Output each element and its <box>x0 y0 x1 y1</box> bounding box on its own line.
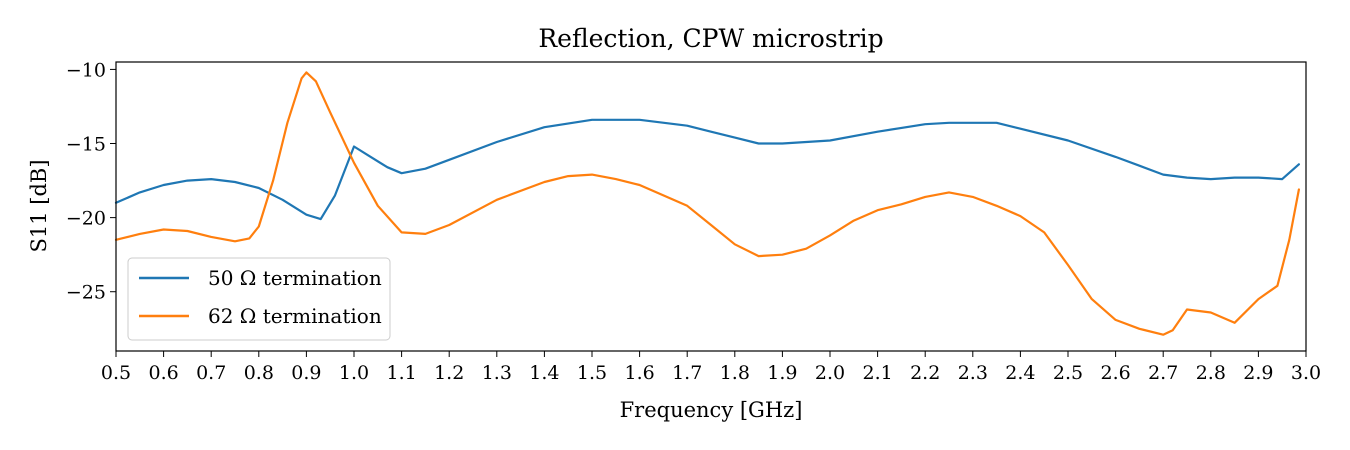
x-axis-label: Frequency [GHz] <box>620 398 803 422</box>
x-tick-label-25: 3.0 <box>1291 362 1321 384</box>
x-tick-label-21: 2.6 <box>1100 362 1130 384</box>
x-tick-label-19: 2.4 <box>1005 362 1035 384</box>
y-axis-label: S11 [dB] <box>27 159 51 252</box>
legend: 50 Ω termination 62 Ω termination <box>127 257 391 341</box>
x-tick-label-7: 1.2 <box>434 362 464 384</box>
x-tick-label-11: 1.6 <box>624 362 654 384</box>
x-tick-label-1: 0.6 <box>148 362 178 384</box>
y-tick-label-0: −10 <box>66 59 106 81</box>
x-tick-label-12: 1.7 <box>672 362 702 384</box>
legend-label-62-ohm: 62 Ω termination <box>208 304 382 328</box>
x-tick-label-15: 2.0 <box>815 362 845 384</box>
x-tick-label-2: 0.7 <box>196 362 226 384</box>
x-tick-label-4: 0.9 <box>291 362 321 384</box>
x-tick-label-23: 2.8 <box>1196 362 1226 384</box>
x-axis-ticks: 0.5 0.6 0.7 0.8 0.9 1.0 1.1 1.2 1.3 1.4 1.5 1.6 1.7 1… <box>101 351 1321 384</box>
y-tick-label-1: −15 <box>66 134 106 156</box>
x-tick-label-3: 0.8 <box>244 362 274 384</box>
x-tick-label-9: 1.4 <box>529 362 559 384</box>
legend-label-50-ohm: 50 Ω termination <box>208 266 382 290</box>
x-tick-label-16: 2.1 <box>862 362 892 384</box>
x-tick-label-0: 0.5 <box>101 362 131 384</box>
x-tick-label-10: 1.5 <box>577 362 607 384</box>
x-tick-label-6: 1.1 <box>386 362 416 384</box>
y-tick-label-3: −25 <box>66 282 106 304</box>
x-tick-label-22: 2.7 <box>1148 362 1178 384</box>
series-line-0 <box>114 118 1301 221</box>
legend-box <box>127 257 391 341</box>
x-tick-label-5: 1.0 <box>339 362 369 384</box>
y-tick-label-2: −20 <box>66 208 106 230</box>
x-tick-label-24: 2.9 <box>1243 362 1273 384</box>
x-tick-label-13: 1.8 <box>720 362 750 384</box>
x-tick-label-20: 2.5 <box>1053 362 1083 384</box>
y-axis-ticks: −10 −15 −20 −25 <box>66 59 116 304</box>
series-line-1 <box>114 71 1301 336</box>
x-tick-label-18: 2.3 <box>958 362 988 384</box>
plot-frame <box>115 61 1307 352</box>
x-tick-label-14: 1.9 <box>767 362 797 384</box>
x-tick-label-8: 1.3 <box>482 362 512 384</box>
chart-title: Reflection, CPW microstrip <box>538 24 883 53</box>
x-tick-label-17: 2.2 <box>910 362 940 384</box>
series-layer <box>114 71 1301 336</box>
